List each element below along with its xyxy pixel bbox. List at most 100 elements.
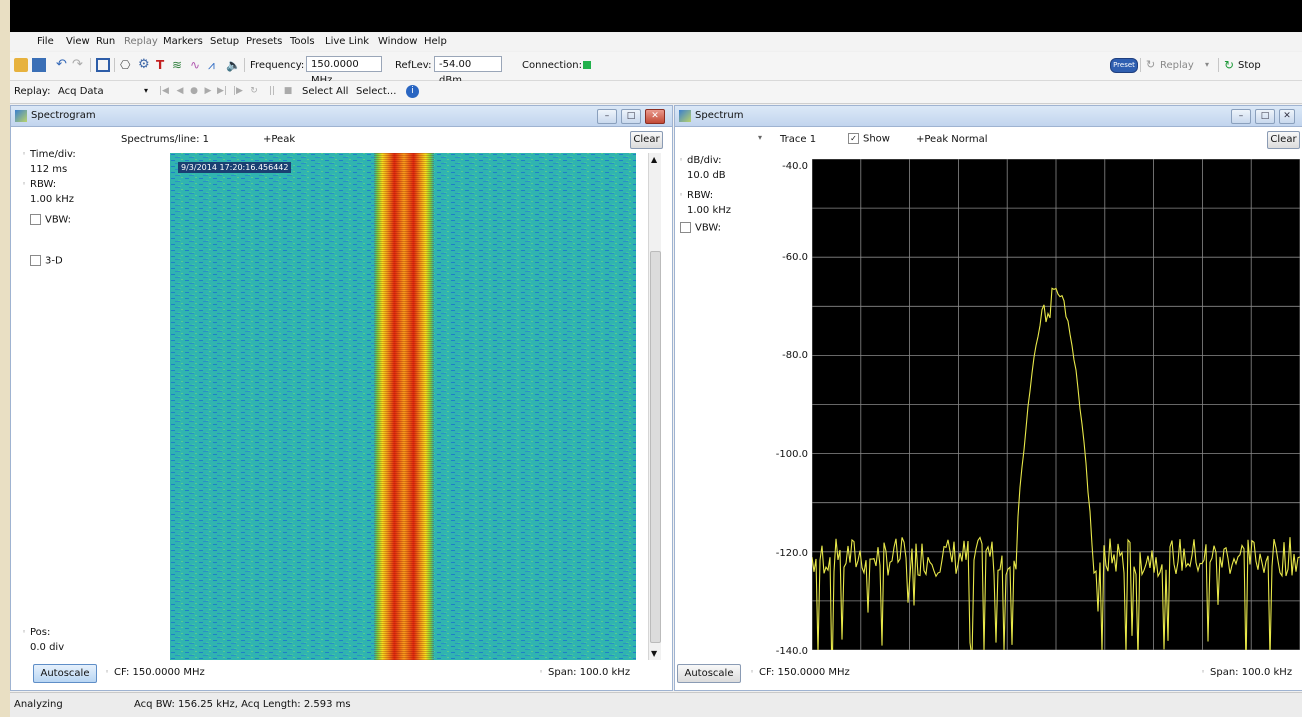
spectrum-vbw-checkbox-row[interactable]: VBW: [680,222,721,234]
spectrogram-center-frequency[interactable]: CF: 150.0000 MHz [114,667,205,678]
spectrum-rbw-value[interactable]: 1.00 kHz [687,205,732,216]
show-checkbox-row[interactable]: ✓ Show [848,133,890,145]
pos-value[interactable]: 0.0 div [30,642,65,653]
menu-file[interactable]: File [37,36,54,47]
spectrum-span[interactable]: Span: 100.0 kHz [1210,667,1293,678]
spectrum-rbw-spinner-icon[interactable]: ◦ [679,191,684,199]
threed-checkbox-row[interactable]: 3-D [30,255,63,267]
skip-to-start-icon[interactable]: |◀ [159,86,169,96]
vbw-label: VBW: [45,214,72,226]
replay-button[interactable]: Replay [1160,60,1194,71]
rbw-spinner-icon[interactable]: ◦ [22,180,27,188]
audio-icon[interactable]: 🔈 [226,58,241,72]
threed-checkbox[interactable] [30,255,41,266]
spectrogram-title: Spectrogram [31,110,96,121]
pos-spinner-icon[interactable]: ◦ [22,628,27,636]
select-all-button[interactable]: Select All [302,86,349,97]
trace-dropdown-icon[interactable]: ▾ [758,133,763,142]
pause-icon[interactable]: || [268,86,276,96]
rbw-value[interactable]: 1.00 kHz [30,194,75,205]
replay-dropdown-icon[interactable]: ▾ [1205,60,1210,69]
menu-help[interactable]: Help [424,36,447,47]
trace-select[interactable]: Trace 1 [780,134,817,145]
spectrogram-title-bar: Spectrogram – □ ✕ [11,106,672,127]
step-back-icon[interactable]: ◀ [176,86,184,96]
menu-presets[interactable]: Presets [246,36,283,47]
stop-icon[interactable]: ■ [283,86,293,96]
spectrum-window-icon [679,110,691,122]
replay-source-dropdown-icon[interactable]: ▾ [144,86,149,95]
record-icon[interactable]: ● [190,86,198,96]
menu-live-link[interactable]: Live Link [325,36,370,47]
menu-tools[interactable]: Tools [290,36,315,47]
save-icon[interactable] [32,58,46,72]
print-icon[interactable] [96,58,110,72]
spectrum-clear-button[interactable]: Clear [1267,131,1300,149]
scrollbar-thumb[interactable] [650,251,661,643]
db-div-label: dB/div: [687,155,722,166]
select-button[interactable]: Select... [356,86,397,97]
spectrum-cf-spinner-icon[interactable]: ◦ [750,668,755,676]
show-checkbox[interactable]: ✓ [848,133,859,144]
spectrum-span-spinner-icon[interactable]: ◦ [1201,668,1206,676]
frequency-input[interactable]: 150.0000 MHz [306,56,382,86]
menu-replay[interactable]: Replay [124,36,158,47]
scroll-up-icon[interactable]: ▲ [651,155,658,164]
replay-source-select[interactable]: Acq Data [58,86,104,97]
spectrum-graph [811,158,1301,681]
displays-icon[interactable]: ⎔ [120,58,131,72]
markers-icon[interactable]: ⩘ [208,58,215,72]
vbw-checkbox[interactable] [30,214,41,225]
menu-markers[interactable]: Markers [163,36,203,47]
close-button[interactable]: ✕ [645,109,665,124]
show-label: Show [863,133,890,145]
spectrum-vbw-checkbox[interactable] [680,222,691,233]
reflev-input[interactable]: -54.00 dBm [434,56,502,86]
minimize-button[interactable]: – [597,109,617,124]
time-div-value[interactable]: 112 ms [30,164,68,175]
vbw-checkbox-row[interactable]: VBW: [30,214,71,226]
settings-gear-icon[interactable]: ⚙ [138,57,150,72]
undo-icon[interactable]: ↶ [56,57,67,72]
menu-setup[interactable]: Setup [210,36,240,47]
stop-button[interactable]: Stop [1238,60,1261,71]
open-folder-icon[interactable] [14,58,28,72]
spectrums-per-line-label: Spectrums/line: 1 [121,134,209,145]
menu-window[interactable]: Window [378,36,418,47]
time-div-spinner-icon[interactable]: ◦ [22,150,27,158]
menu-view[interactable]: View [66,36,90,47]
main-toolbar: ↶ ↷ ⎔ ⚙ T ≋ ∿ ⩘ 🔈 Frequency: 150.0000 MH… [10,52,1302,86]
step-forward-icon[interactable]: ▶| [217,86,227,96]
skip-to-end-icon[interactable]: |▶ [233,86,243,96]
acquire-icon[interactable]: ≋ [172,58,183,72]
toolbar-separator [90,58,91,72]
menu-run[interactable]: Run [96,36,116,47]
preset-button[interactable]: Preset [1110,58,1138,73]
connection-label: Connection: [522,60,582,71]
spectrum-plot[interactable] [811,158,1301,681]
analysis-icon[interactable]: ∿ [190,58,201,72]
pos-label: Pos: [30,627,51,638]
spectrogram-autoscale-button[interactable]: Autoscale [33,664,97,683]
play-icon[interactable]: ▶ [204,86,212,96]
spectrogram-clear-button[interactable]: Clear [630,131,663,149]
spectrum-close-button[interactable]: ✕ [1279,109,1295,124]
maximize-button[interactable]: □ [621,109,641,124]
span-spinner-icon[interactable]: ◦ [539,668,544,676]
trigger-icon[interactable]: T [156,58,165,72]
cf-spinner-icon[interactable]: ◦ [105,668,110,676]
spectrum-center-frequency[interactable]: CF: 150.0000 MHz [759,667,850,678]
spectrogram-display[interactable]: 9/3/2014 17:20:16.456442 [170,153,636,660]
info-icon[interactable]: i [406,85,419,98]
loop-icon[interactable]: ↻ [250,86,258,96]
spectrogram-span[interactable]: Span: 100.0 kHz [548,667,631,678]
scroll-down-icon[interactable]: ▼ [651,649,658,658]
spectrum-autoscale-button[interactable]: Autoscale [677,664,741,683]
db-div-spinner-icon[interactable]: ◦ [679,156,684,164]
spectrogram-scrollbar[interactable]: ▲ ▼ [648,153,661,660]
spectrum-minimize-button[interactable]: – [1231,109,1251,124]
trace-1-line [811,287,1301,681]
redo-icon[interactable]: ↷ [72,57,83,72]
db-div-value[interactable]: 10.0 dB [687,170,726,181]
spectrum-maximize-button[interactable]: □ [1255,109,1275,124]
